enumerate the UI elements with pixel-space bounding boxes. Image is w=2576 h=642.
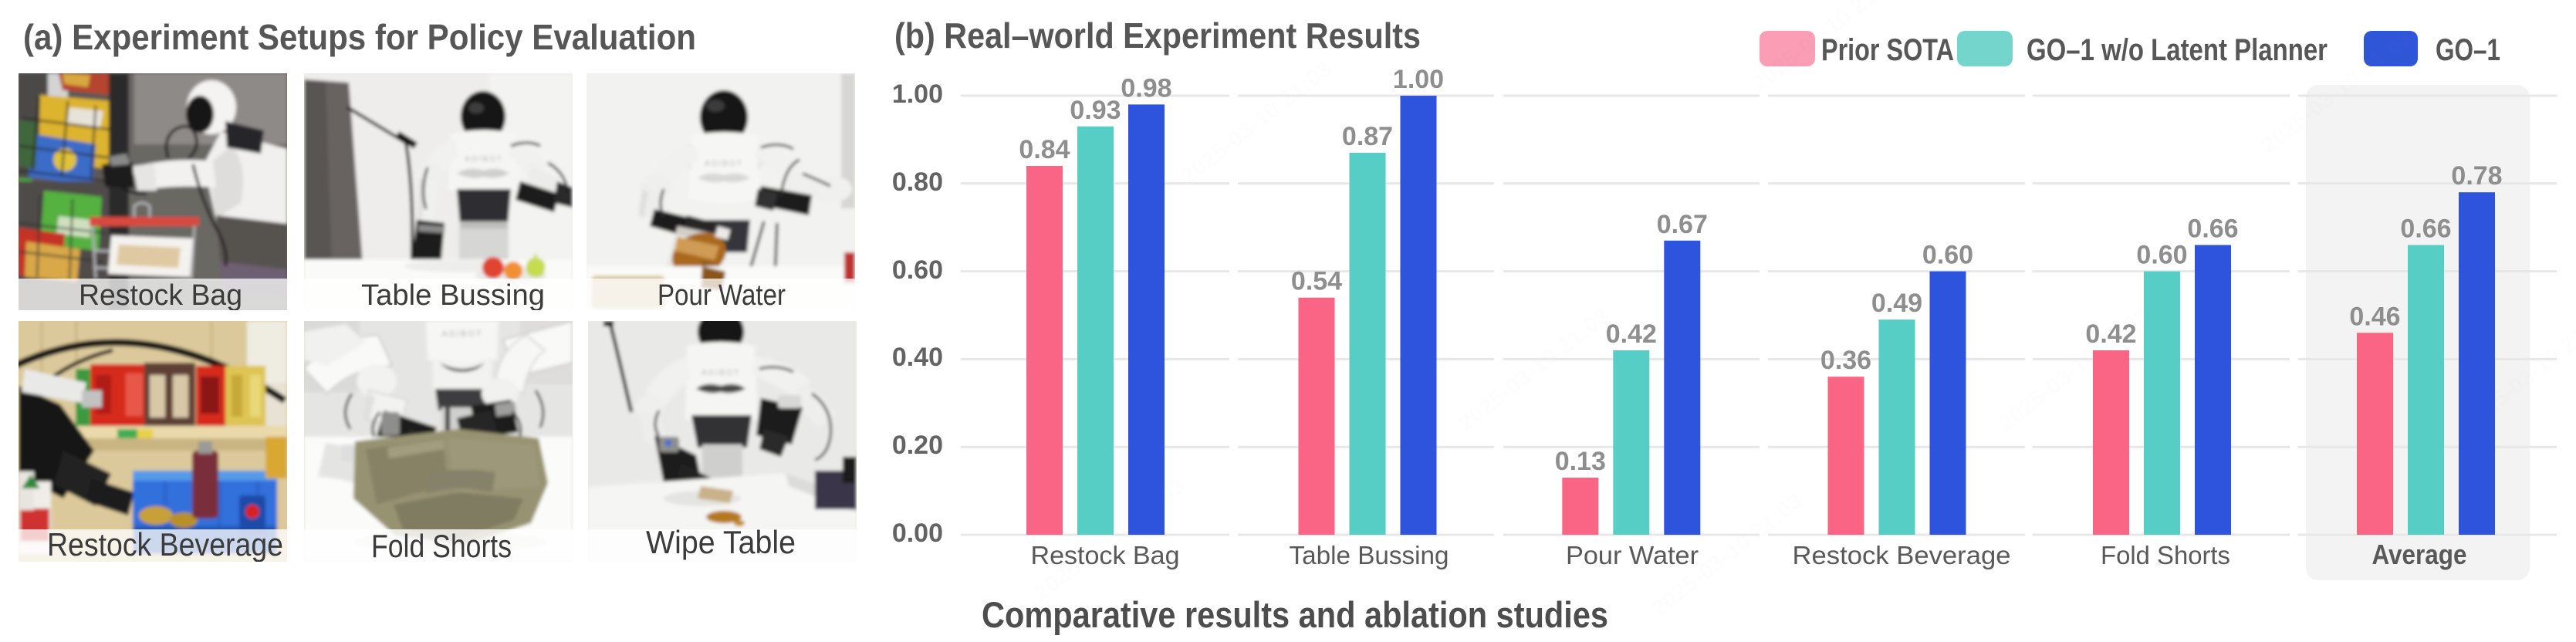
svg-text:Prior SOTA: Prior SOTA [1821, 33, 1954, 67]
svg-text:0.20: 0.20 [892, 431, 943, 460]
svg-text:1.00: 1.00 [1393, 65, 1444, 94]
svg-text:2025-03-10 21:03: 2025-03-10 21:03 [1454, 303, 1614, 437]
svg-text:Table Bussing: Table Bussing [361, 279, 545, 312]
svg-text:Restock Beverage: Restock Beverage [47, 526, 283, 563]
svg-text:0.13: 0.13 [1555, 447, 1606, 476]
svg-text:Fold Shorts: Fold Shorts [2101, 541, 2230, 569]
svg-text:0.98: 0.98 [1121, 73, 1171, 103]
svg-text:Pour Water: Pour Water [658, 279, 786, 312]
svg-text:1.00: 1.00 [892, 79, 943, 109]
svg-text:(a) Experiment Setups for Poli: (a) Experiment Setups for Policy Evaluat… [23, 17, 696, 57]
svg-text:(b) Real–world Experiment Resu: (b) Real–world Experiment Results [894, 15, 1421, 56]
svg-text:0.87: 0.87 [1342, 122, 1393, 151]
svg-text:0.84: 0.84 [1019, 135, 1070, 164]
svg-text:Restock Bag: Restock Bag [79, 279, 242, 312]
svg-text:AGIBOT: AGIBOT [465, 155, 503, 164]
svg-text:Fold Shorts: Fold Shorts [371, 528, 512, 564]
svg-text:0.66: 0.66 [2400, 215, 2451, 244]
svg-text:0.42: 0.42 [1606, 319, 1657, 349]
svg-text:0.46: 0.46 [2349, 302, 2400, 331]
svg-text:0.67: 0.67 [1657, 210, 1708, 239]
svg-text:0.54: 0.54 [1291, 267, 1342, 296]
svg-text:AGIBOT: AGIBOT [705, 160, 743, 168]
svg-text:AGIBOT: AGIBOT [441, 329, 483, 339]
svg-text:Restock Beverage: Restock Beverage [1793, 541, 2011, 569]
svg-text:0.93: 0.93 [1070, 96, 1121, 125]
svg-text:0.42: 0.42 [2085, 319, 2136, 349]
svg-text:0.78: 0.78 [2451, 161, 2502, 191]
svg-text:2025-03-10 21:03: 2025-03-10 21:03 [1176, 56, 1337, 190]
svg-text:Average: Average [2372, 539, 2467, 570]
svg-text:Pour Water: Pour Water [1566, 541, 1699, 569]
svg-text:AGIBOT: AGIBOT [701, 369, 740, 377]
svg-text:Comparative results and ablati: Comparative results and ablation studies [982, 594, 1608, 635]
svg-text:0.66: 0.66 [2187, 215, 2238, 244]
svg-text:0.80: 0.80 [892, 167, 943, 197]
svg-text:0.40: 0.40 [892, 343, 943, 372]
svg-text:0.00: 0.00 [892, 519, 943, 548]
svg-text:Restock Bag: Restock Bag [1031, 541, 1180, 569]
svg-text:0.49: 0.49 [1871, 289, 1922, 318]
svg-text:GO–1: GO–1 [2436, 33, 2500, 67]
svg-text:Table Bussing: Table Bussing [1290, 541, 1449, 569]
svg-text:0.60: 0.60 [2136, 241, 2187, 270]
svg-text:Wipe Table: Wipe Table [646, 524, 796, 560]
svg-text:0.36: 0.36 [1820, 346, 1871, 375]
svg-text:0.60: 0.60 [1922, 241, 1973, 270]
svg-text:GO–1 w/o Latent Planner: GO–1 w/o Latent Planner [2027, 33, 2328, 67]
svg-text:0.60: 0.60 [892, 255, 943, 285]
